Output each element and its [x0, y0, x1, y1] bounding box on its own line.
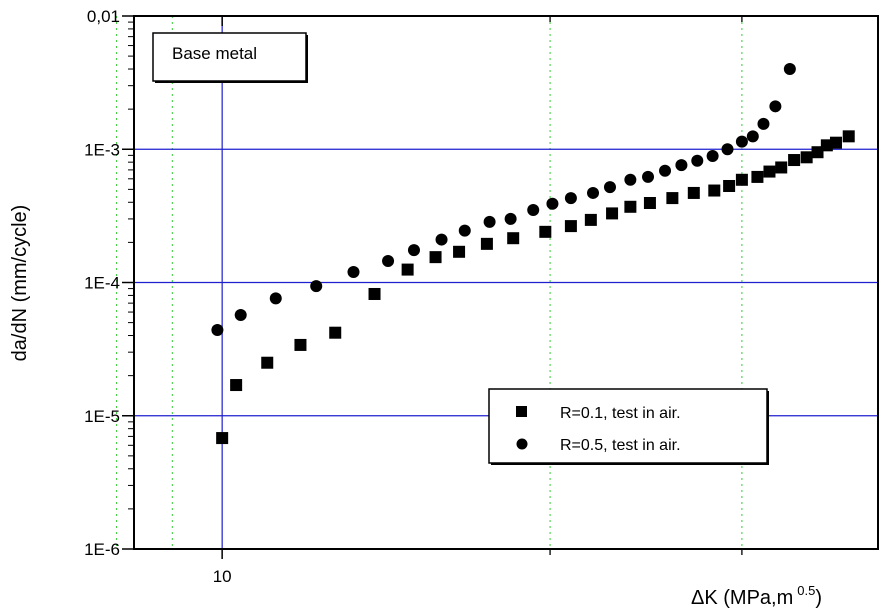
- series-1-point: [216, 432, 229, 445]
- series-2-point: [564, 192, 577, 205]
- series-2-point: [757, 117, 770, 130]
- series-1-point: [368, 287, 381, 300]
- series-2-point: [435, 233, 448, 246]
- series-2-point: [746, 130, 759, 143]
- ticks-layer: 10 1E-6 1E-5 1E-4 1E-3 0,01: [84, 7, 743, 586]
- series-1-point: [829, 136, 842, 149]
- series-1-point: [687, 186, 700, 199]
- series-1-point: [842, 130, 855, 143]
- points-layer: [211, 63, 855, 445]
- series-2-point: [624, 173, 637, 186]
- series-2-point: [269, 292, 282, 305]
- series-1-point: [811, 146, 824, 159]
- series-2-point: [721, 143, 734, 156]
- series-2-point: [504, 212, 517, 225]
- series-2-point: [234, 309, 247, 322]
- series-1-point: [329, 326, 342, 339]
- series-1-point: [800, 151, 813, 164]
- series-1-point: [820, 139, 833, 152]
- series-2-point: [211, 324, 224, 337]
- y-tick-label: 0,01: [87, 7, 120, 26]
- series-2-point: [382, 254, 395, 267]
- series-1-point: [763, 165, 776, 178]
- series-1-point: [606, 207, 619, 220]
- series-2-point: [603, 181, 616, 194]
- series-2-point: [347, 265, 360, 278]
- legend-marker-square: [516, 406, 527, 417]
- legend-marker-circle: [516, 438, 528, 450]
- series-1-point: [708, 184, 721, 197]
- series-2-point: [735, 135, 748, 148]
- series-2-point: [310, 280, 323, 293]
- series-1-point: [666, 192, 679, 205]
- series-1-point: [294, 338, 307, 351]
- legend-label-series-1: R=0.1, test in air.: [560, 405, 681, 422]
- series-1-point: [643, 197, 656, 210]
- y-tick-label: 1E-6: [84, 540, 120, 559]
- annotation-box: Base metal: [152, 32, 308, 83]
- series-2-point: [691, 154, 704, 167]
- series-2-point: [483, 215, 496, 228]
- series-1-point: [788, 154, 801, 167]
- annotation-text: Base metal: [172, 44, 257, 63]
- grid-layer: [116, 16, 879, 549]
- y-axis-title: da/dN (mm/cycle): [9, 205, 31, 362]
- series-1-point: [624, 200, 637, 213]
- series-1-point: [453, 245, 466, 258]
- x-axis-title: ΔK (MPa,m 0.5): [691, 583, 822, 609]
- series-2-point: [675, 159, 688, 172]
- series-1-point: [429, 251, 442, 264]
- series-2-point: [546, 197, 559, 210]
- y-tick-label: 1E-4: [84, 274, 120, 293]
- series-2-point: [587, 186, 600, 199]
- series-1-point: [775, 161, 788, 174]
- series-2-point: [407, 244, 420, 257]
- series-2-point: [783, 63, 796, 76]
- series-1-point: [564, 220, 577, 233]
- series-1-point: [401, 263, 414, 276]
- y-tick-label: 1E-3: [84, 140, 120, 159]
- series-1-point: [751, 170, 764, 183]
- x-axis-title-exponent: 0.5: [797, 583, 815, 598]
- series-2-point: [769, 100, 782, 113]
- legend-label-series-2: R=0.5, test in air.: [560, 437, 681, 454]
- series-1-point: [480, 237, 493, 250]
- series-2-point: [706, 149, 719, 162]
- series-2-point: [527, 204, 540, 217]
- series-1-point: [261, 356, 274, 369]
- series-1-point: [230, 379, 243, 392]
- series-1-point: [507, 232, 520, 245]
- series-2-point: [642, 170, 655, 183]
- series-1-point: [584, 213, 597, 226]
- series-2-point: [659, 164, 672, 177]
- series-1-point: [539, 225, 552, 238]
- series-1-point: [723, 179, 736, 192]
- series-1-point: [735, 173, 748, 186]
- series-2-point: [458, 224, 471, 237]
- x-tick-label: 10: [213, 567, 232, 586]
- y-tick-label: 1E-5: [84, 407, 120, 426]
- legend: R=0.1, test in air. R=0.5, test in air.: [488, 388, 769, 465]
